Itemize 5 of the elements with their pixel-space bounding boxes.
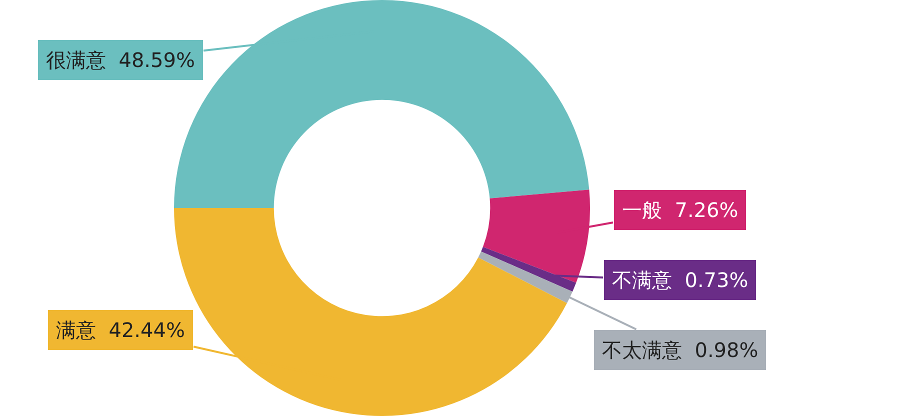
slice-label: 一般 7.26%: [622, 198, 738, 222]
slice-label: 不满意 0.73%: [612, 268, 748, 292]
slice-label: 很满意 48.59%: [46, 48, 195, 72]
slice-label: 满意 42.44%: [56, 318, 185, 342]
slice-label: 不太满意 0.98%: [602, 338, 758, 362]
